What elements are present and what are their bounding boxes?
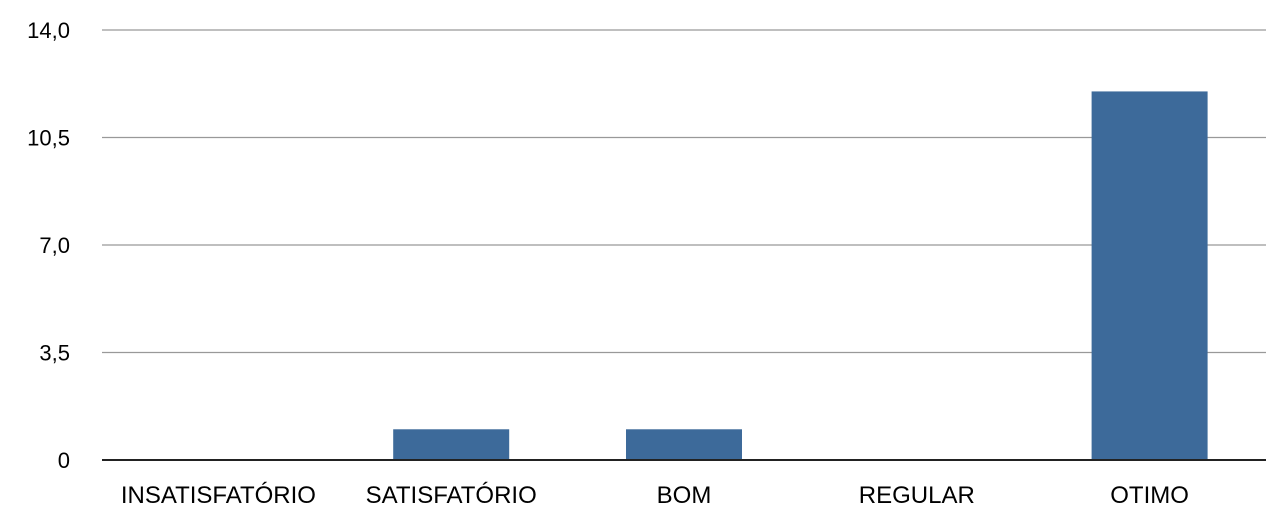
gridlines: [102, 29, 1266, 354]
bar-bom: [626, 429, 742, 460]
y-tick-label: 0: [58, 448, 70, 473]
bar-satisfatório: [393, 429, 510, 460]
y-tick-label: 3,5: [39, 341, 70, 366]
x-category-label: BOM: [657, 482, 712, 509]
y-tick-label: 14,0: [27, 18, 70, 43]
x-category-label: SATISFATÓRIO: [366, 482, 537, 509]
x-axis-category-labels: INSATISFATÓRIO SATISFATÓRIO BOM REGULAR OTIM…: [121, 482, 1189, 509]
y-tick-label: 7,0: [39, 233, 70, 258]
bars: [393, 91, 1208, 460]
y-axis-tick-labels: 0 3,5 7,0 10,5 14,0: [27, 18, 70, 473]
bar-otimo: [1091, 91, 1208, 460]
y-tick-label: 10,5: [27, 126, 70, 151]
x-category-label: INSATISFATÓRIO: [121, 482, 316, 509]
x-category-label: OTIMO: [1110, 482, 1189, 509]
x-category-label: REGULAR: [859, 482, 975, 509]
